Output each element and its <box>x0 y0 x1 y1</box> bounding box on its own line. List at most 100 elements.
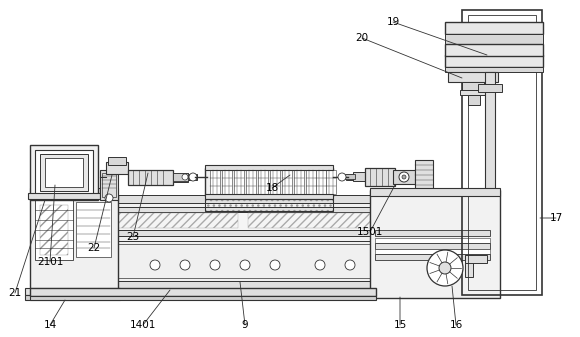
Circle shape <box>338 173 346 181</box>
Bar <box>445 34 543 44</box>
Bar <box>187 174 197 180</box>
Text: 9: 9 <box>242 320 248 330</box>
Bar <box>222 170 232 194</box>
Bar <box>188 174 196 179</box>
Text: 1401: 1401 <box>130 320 156 330</box>
Circle shape <box>182 174 188 180</box>
Circle shape <box>210 260 220 270</box>
Bar <box>30 195 118 295</box>
Bar <box>115 281 375 290</box>
Bar <box>258 170 268 194</box>
Bar <box>270 170 280 194</box>
Bar <box>375 249 490 254</box>
Bar <box>370 190 500 298</box>
Bar <box>246 170 256 194</box>
Circle shape <box>345 260 355 270</box>
Circle shape <box>427 250 463 286</box>
Bar <box>115 195 375 203</box>
Text: 14: 14 <box>44 320 57 330</box>
Bar <box>248 213 370 228</box>
Bar <box>100 170 118 200</box>
Circle shape <box>150 260 160 270</box>
Circle shape <box>189 173 197 181</box>
Bar <box>415 160 433 195</box>
Bar <box>205 165 333 170</box>
Text: 1501: 1501 <box>357 227 383 237</box>
Circle shape <box>105 194 113 202</box>
Bar <box>173 173 188 181</box>
Text: 22: 22 <box>88 243 100 253</box>
Bar <box>115 230 375 236</box>
Bar <box>468 95 480 105</box>
Bar <box>205 168 333 196</box>
Bar <box>115 207 375 212</box>
Bar <box>326 170 336 194</box>
Bar <box>28 193 100 199</box>
Bar <box>344 174 355 179</box>
Bar <box>353 172 368 181</box>
Circle shape <box>240 260 250 270</box>
Bar <box>448 72 498 82</box>
Bar <box>234 170 244 194</box>
Bar <box>205 194 333 199</box>
Circle shape <box>402 175 406 179</box>
Bar <box>462 82 484 90</box>
Bar <box>25 295 120 300</box>
Bar <box>316 170 326 194</box>
Bar <box>118 244 372 278</box>
Bar <box>375 254 490 260</box>
Bar <box>40 154 88 191</box>
Bar <box>370 188 500 196</box>
Bar <box>25 288 120 295</box>
Bar <box>375 243 490 249</box>
Text: 19: 19 <box>386 17 400 27</box>
Circle shape <box>315 260 325 270</box>
Bar <box>35 200 73 260</box>
Text: 23: 23 <box>126 232 140 242</box>
Bar <box>115 236 375 241</box>
Bar <box>102 173 116 197</box>
Bar <box>468 15 536 290</box>
Text: 18: 18 <box>266 183 278 193</box>
Bar <box>375 238 490 243</box>
Bar <box>30 288 376 296</box>
Bar <box>205 199 333 211</box>
Bar <box>45 158 83 187</box>
Bar <box>445 67 543 72</box>
Bar <box>485 72 495 190</box>
Bar <box>115 203 375 207</box>
Bar <box>462 10 542 295</box>
Bar <box>128 170 173 185</box>
Bar <box>346 174 356 180</box>
Text: 15: 15 <box>393 320 407 330</box>
Bar <box>294 170 304 194</box>
Bar <box>205 199 333 211</box>
Circle shape <box>270 260 280 270</box>
Text: 20: 20 <box>356 33 368 43</box>
Bar <box>173 173 188 182</box>
Bar <box>35 150 93 195</box>
Text: 2101: 2101 <box>37 257 63 267</box>
Circle shape <box>180 260 190 270</box>
Bar <box>465 255 487 263</box>
Bar <box>106 162 128 174</box>
Text: 17: 17 <box>549 213 563 223</box>
Bar <box>30 145 98 200</box>
Circle shape <box>399 172 409 182</box>
Bar <box>115 212 375 230</box>
Bar <box>365 168 395 186</box>
Bar <box>115 241 375 281</box>
Bar <box>30 188 118 197</box>
Bar <box>445 22 543 34</box>
Bar <box>76 202 111 257</box>
Bar <box>188 175 196 180</box>
Text: 21: 21 <box>8 288 21 298</box>
Bar <box>465 255 473 277</box>
Bar <box>478 84 502 92</box>
Bar <box>445 44 543 56</box>
Bar <box>108 157 126 165</box>
Bar <box>118 213 238 228</box>
Circle shape <box>439 262 451 274</box>
Bar <box>445 55 543 67</box>
Bar <box>210 170 220 194</box>
